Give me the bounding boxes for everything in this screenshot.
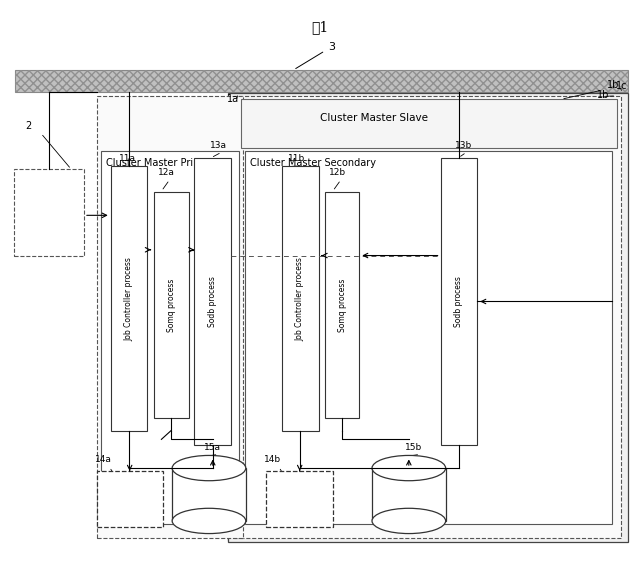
- FancyBboxPatch shape: [325, 193, 359, 418]
- Text: 15a: 15a: [204, 443, 221, 452]
- Text: 12a: 12a: [158, 168, 175, 177]
- Text: 13a: 13a: [210, 140, 227, 150]
- Text: Job Controller process: Job Controller process: [296, 257, 305, 340]
- Ellipse shape: [372, 455, 445, 481]
- FancyBboxPatch shape: [266, 471, 333, 527]
- Text: 14a: 14a: [95, 455, 111, 465]
- Ellipse shape: [172, 508, 246, 534]
- FancyBboxPatch shape: [154, 193, 189, 418]
- Text: 2: 2: [25, 121, 31, 131]
- Text: 1b: 1b: [607, 80, 619, 90]
- FancyBboxPatch shape: [234, 96, 621, 538]
- FancyBboxPatch shape: [97, 471, 163, 527]
- Ellipse shape: [372, 508, 445, 534]
- Text: 1b: 1b: [597, 90, 609, 100]
- FancyBboxPatch shape: [14, 169, 84, 256]
- Ellipse shape: [172, 455, 246, 481]
- Text: Somq process: Somq process: [167, 278, 176, 332]
- Text: 図1: 図1: [312, 20, 328, 34]
- Text: Sodb process: Sodb process: [454, 276, 463, 327]
- Text: 15b: 15b: [405, 443, 422, 452]
- FancyBboxPatch shape: [15, 70, 628, 92]
- FancyBboxPatch shape: [101, 151, 239, 524]
- Text: 1c: 1c: [616, 81, 627, 90]
- Text: memory: memory: [280, 494, 318, 503]
- FancyBboxPatch shape: [282, 166, 319, 431]
- FancyBboxPatch shape: [372, 468, 445, 521]
- Text: memory: memory: [111, 494, 148, 503]
- FancyBboxPatch shape: [172, 468, 246, 521]
- Text: 1a: 1a: [227, 95, 239, 104]
- Text: HDD/SSD: HDD/SSD: [188, 490, 230, 499]
- FancyBboxPatch shape: [97, 96, 243, 538]
- FancyBboxPatch shape: [228, 93, 628, 542]
- FancyBboxPatch shape: [241, 99, 617, 147]
- FancyBboxPatch shape: [245, 151, 612, 524]
- Text: Job発行元: Job発行元: [32, 208, 67, 218]
- Text: Cluster Master Slave: Cluster Master Slave: [320, 113, 428, 122]
- Text: Cluster Master Primary: Cluster Master Primary: [106, 158, 219, 168]
- Text: 12b: 12b: [329, 168, 346, 177]
- Text: Cluster Master Secondary: Cluster Master Secondary: [250, 158, 376, 168]
- FancyBboxPatch shape: [195, 158, 231, 445]
- Text: 3: 3: [296, 42, 335, 68]
- FancyBboxPatch shape: [228, 118, 567, 540]
- Text: Somq process: Somq process: [338, 278, 347, 332]
- Text: Job Controller process: Job Controller process: [125, 257, 134, 340]
- Text: 11a: 11a: [118, 154, 136, 164]
- FancyBboxPatch shape: [440, 158, 477, 445]
- Text: Sodb process: Sodb process: [208, 276, 217, 327]
- Text: HDD/SSD: HDD/SSD: [388, 490, 429, 499]
- Text: 14b: 14b: [264, 455, 281, 465]
- Text: 11b: 11b: [288, 154, 305, 164]
- FancyBboxPatch shape: [111, 166, 147, 431]
- Text: 13b: 13b: [455, 140, 472, 150]
